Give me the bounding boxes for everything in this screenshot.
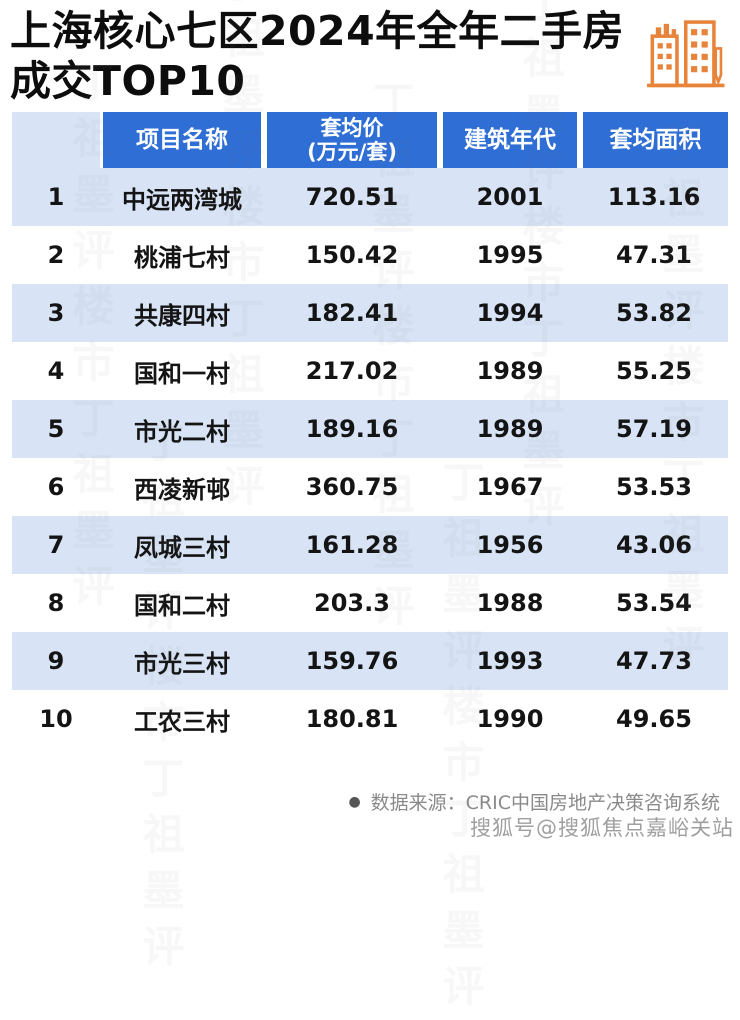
- header-build-year: 建筑年代: [443, 112, 577, 168]
- name-cell: 中远两湾城: [122, 185, 242, 214]
- year-cell: 1989: [476, 357, 544, 385]
- year-cell: 1995: [476, 241, 544, 269]
- price-cell: 182.41: [305, 299, 399, 327]
- rank-cell: 3: [47, 299, 65, 327]
- bullet-icon: ●: [348, 793, 361, 810]
- header-avg-price-line1: 套均价: [320, 115, 384, 140]
- header-project-name: 项目名称: [103, 112, 261, 168]
- year-cell: 2001: [476, 183, 544, 211]
- area-cell: 53.53: [616, 473, 692, 501]
- year-cell: 1993: [476, 647, 544, 675]
- area-cell: 57.19: [616, 415, 692, 443]
- name-cell: 国和一村: [134, 359, 230, 388]
- name-cell: 桃浦七村: [134, 243, 230, 272]
- year-cell: 1990: [476, 705, 544, 733]
- rank-cell: 5: [47, 415, 65, 443]
- buildings-icon: [640, 8, 728, 96]
- name-cell: 市光二村: [134, 417, 230, 446]
- header-avg-area: 套均面积: [583, 112, 728, 168]
- table-row: 6 西凌新邨 360.75 1967 53.53: [12, 458, 728, 516]
- area-cell: 47.31: [616, 241, 692, 269]
- year-cell: 1989: [476, 415, 544, 443]
- data-source-line: ● 数据来源：CRIC中国房地产决策咨询系统: [0, 788, 720, 815]
- title-line-1: 上海核心七区2024年全年二手房: [10, 7, 625, 55]
- table-row: 7 凤城三村 161.28 1956 43.06: [12, 516, 728, 574]
- price-cell: 180.81: [305, 705, 399, 733]
- header-avg-price: 套均价 (万元/套): [267, 112, 437, 168]
- price-cell: 150.42: [305, 241, 399, 269]
- price-cell: 360.75: [305, 473, 399, 501]
- area-cell: 53.82: [616, 299, 692, 327]
- table-row: 1 中远两湾城 720.51 2001 113.16: [12, 168, 728, 226]
- name-cell: 国和二村: [134, 591, 230, 620]
- table-header-row: 项目名称 套均价 (万元/套) 建筑年代 套均面积: [12, 112, 728, 168]
- rank-cell: 10: [39, 705, 73, 733]
- rank-cell: 2: [47, 241, 65, 269]
- price-cell: 159.76: [305, 647, 399, 675]
- price-cell: 203.3: [314, 589, 390, 617]
- rank-cell: 4: [47, 357, 65, 385]
- year-cell: 1967: [476, 473, 544, 501]
- area-cell: 55.25: [616, 357, 692, 385]
- price-cell: 720.51: [305, 183, 399, 211]
- table-row: 2 桃浦七村 150.42 1995 47.31: [12, 226, 728, 284]
- area-cell: 113.16: [607, 183, 701, 211]
- top10-table: 项目名称 套均价 (万元/套) 建筑年代 套均面积 1 中远两湾城 720.51…: [12, 112, 728, 748]
- year-cell: 1988: [476, 589, 544, 617]
- rank-cell: 1: [47, 183, 65, 211]
- year-cell: 1994: [476, 299, 544, 327]
- price-cell: 161.28: [305, 531, 399, 559]
- name-cell: 工农三村: [134, 707, 230, 736]
- area-cell: 49.65: [616, 705, 692, 733]
- title-line-2: 成交TOP10: [10, 57, 246, 106]
- rank-cell: 9: [47, 647, 65, 675]
- area-cell: 53.54: [616, 589, 692, 617]
- rank-cell: 8: [47, 589, 65, 617]
- name-cell: 凤城三村: [134, 533, 230, 562]
- table-row: 5 市光二村 189.16 1989 57.19: [12, 400, 728, 458]
- name-cell: 市光三村: [134, 649, 230, 678]
- area-cell: 47.73: [616, 647, 692, 675]
- price-cell: 217.02: [305, 357, 399, 385]
- table-row: 10 工农三村 180.81 1990 49.65: [12, 690, 728, 748]
- year-cell: 1956: [476, 531, 544, 559]
- price-cell: 189.16: [305, 415, 399, 443]
- rank-cell: 6: [47, 473, 65, 501]
- header-avg-price-line2: (万元/套): [307, 140, 397, 164]
- header-rank: [12, 112, 100, 168]
- table-row: 9 市光三村 159.76 1993 47.73: [12, 632, 728, 690]
- data-source-text: 数据来源：CRIC中国房地产决策咨询系统: [370, 792, 720, 814]
- name-cell: 共康四村: [134, 301, 230, 330]
- table-row: 4 国和一村 217.02 1989 55.25: [12, 342, 728, 400]
- account-watermark: 搜狐号@搜狐焦点嘉峪关站: [470, 816, 734, 840]
- table-row: 8 国和二村 203.3 1988 53.54: [12, 574, 728, 632]
- name-cell: 西凌新邨: [134, 475, 230, 504]
- table-row: 3 共康四村 182.41 1994 53.82: [12, 284, 728, 342]
- area-cell: 43.06: [616, 531, 692, 559]
- rank-cell: 7: [47, 531, 65, 559]
- page-title: 上海核心七区2024年全年二手房 成交TOP10: [10, 6, 630, 106]
